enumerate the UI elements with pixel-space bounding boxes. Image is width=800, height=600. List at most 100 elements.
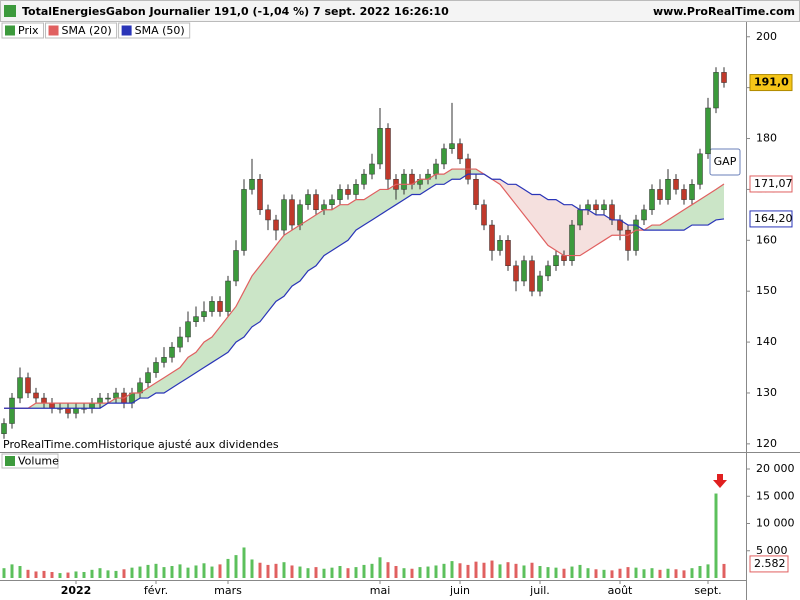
candle-body — [257, 178, 263, 211]
candle-body — [385, 128, 391, 180]
volume-bar — [186, 567, 190, 578]
volume-bar — [690, 568, 694, 578]
ma-fill — [540, 194, 548, 246]
y-tick-label: 180 — [756, 132, 777, 145]
legend-box — [45, 22, 118, 39]
candle-body — [713, 72, 719, 109]
ma-fill — [316, 209, 324, 266]
candle-body — [145, 372, 151, 384]
candle-body — [321, 204, 327, 211]
volume-bar — [146, 564, 150, 578]
candle-body — [545, 265, 551, 277]
volume-bar — [290, 565, 294, 578]
candle-body — [105, 397, 111, 400]
candle-body — [177, 336, 183, 348]
ma-fill — [172, 367, 180, 388]
candle-body — [689, 184, 695, 200]
volume-bar — [554, 567, 558, 578]
volume-legend-box — [1, 453, 59, 469]
volume-bar — [394, 566, 398, 578]
volume-bar — [626, 567, 630, 578]
ma-fill — [692, 199, 700, 226]
legend-label: SMA (50) — [135, 24, 185, 37]
volume-bar — [266, 564, 270, 578]
ma-fill — [356, 199, 364, 231]
candle-body — [161, 357, 167, 363]
volume-arrow — [713, 474, 727, 488]
candle-body — [609, 204, 615, 221]
x-tick-label: juin — [449, 584, 470, 597]
volume-bar — [434, 565, 438, 578]
y-tick-label: 15 000 — [756, 489, 795, 502]
ma-fill — [524, 189, 532, 226]
header-site: www.ProRealTime.com — [653, 5, 795, 18]
candle-body — [633, 219, 639, 251]
volume-bar — [250, 559, 254, 578]
candle-body — [225, 280, 231, 312]
ma-fill — [548, 199, 556, 251]
candle-body — [649, 189, 655, 211]
volume-legend-swatch — [5, 456, 15, 466]
legend-item: SMA (50) — [118, 22, 191, 39]
x-tick-label: mai — [370, 584, 391, 597]
ma-fill — [532, 194, 540, 236]
volume-bar — [330, 567, 334, 578]
volume-bar — [618, 568, 622, 578]
ma-fill — [244, 275, 252, 337]
candle-body — [433, 163, 439, 175]
ma-fill — [68, 403, 76, 409]
candle-body — [657, 189, 663, 200]
last-value-box — [749, 210, 793, 228]
ma-fill — [180, 357, 188, 383]
candle-body — [249, 178, 255, 190]
y-tick-label: 150 — [756, 284, 777, 297]
volume-bar — [642, 569, 646, 578]
volume-bar — [634, 567, 638, 578]
last-value-label: 191,0 — [754, 76, 789, 89]
volume-bar — [442, 563, 446, 578]
candle-body — [593, 204, 599, 211]
candle-body — [193, 316, 199, 322]
candle-body — [273, 219, 279, 231]
volume-bar — [562, 568, 566, 578]
candle-body — [569, 224, 575, 261]
ma-fill — [372, 189, 380, 220]
ma-line — [4, 168, 725, 409]
candle-body — [401, 173, 407, 190]
ma-fill — [436, 174, 444, 185]
ma-fill — [604, 214, 612, 241]
volume-bar — [458, 563, 462, 578]
legend-swatch — [121, 25, 132, 36]
candle-body — [73, 407, 79, 414]
volume-bar — [10, 564, 14, 578]
candle-body — [337, 189, 343, 200]
volume-bar — [362, 564, 366, 578]
volume-bar — [658, 569, 662, 578]
volume-bar — [346, 568, 350, 578]
volume-bar — [106, 570, 110, 578]
x-tick-label: mars — [214, 584, 242, 597]
volume-title: Volume — [18, 455, 59, 468]
ma-fill — [300, 219, 308, 282]
ma-fill — [364, 194, 372, 226]
candle-body — [25, 377, 31, 394]
ma-fill — [716, 183, 724, 220]
ma-fill — [324, 209, 332, 256]
candle-body — [673, 178, 679, 190]
volume-bar — [426, 566, 430, 578]
ma-fill — [508, 184, 516, 205]
candle-body — [377, 128, 383, 165]
y-tick-label: 10 000 — [756, 517, 795, 530]
gap-annotation: GAP — [714, 155, 737, 168]
volume-bar — [114, 570, 118, 578]
volume-bar — [242, 547, 246, 578]
volume-bar — [98, 568, 102, 578]
candle-body — [281, 199, 287, 231]
volume-bar — [210, 566, 214, 578]
legend-swatch — [48, 25, 59, 36]
volume-bar — [530, 562, 534, 578]
volume-bar — [714, 493, 718, 578]
candle-body — [17, 377, 23, 399]
volume-bar — [338, 566, 342, 578]
candle-body — [241, 189, 247, 251]
